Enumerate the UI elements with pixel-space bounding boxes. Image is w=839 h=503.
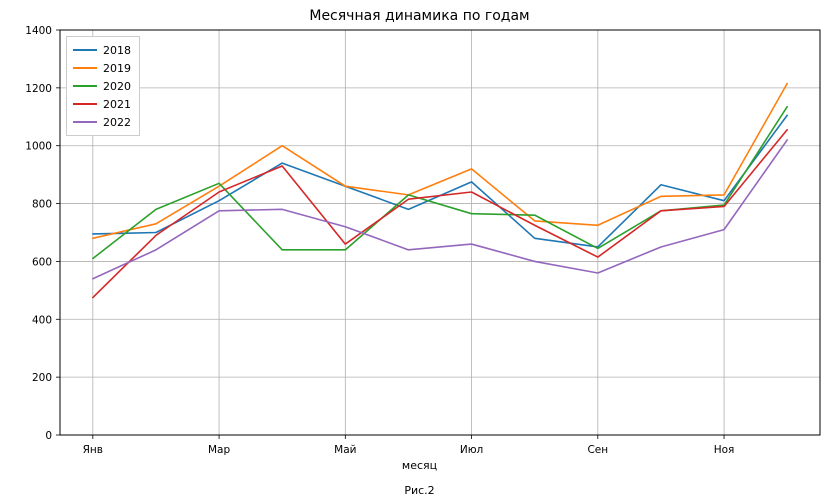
figure: Месячная динамика по годам 0200400600800… <box>0 0 839 503</box>
legend-swatch <box>73 121 97 123</box>
x-tick-label: Май <box>334 444 356 456</box>
legend-item-2022: 2022 <box>73 113 131 131</box>
x-tick-label: Янв <box>83 444 103 456</box>
x-tick-label: Сен <box>587 444 608 456</box>
legend-label: 2018 <box>103 44 131 57</box>
figure-caption: Рис.2 <box>0 484 839 497</box>
x-tick-label: Ноя <box>714 444 735 456</box>
legend-item-2019: 2019 <box>73 59 131 77</box>
legend-swatch <box>73 67 97 69</box>
legend-label: 2020 <box>103 80 131 93</box>
y-tick-label: 800 <box>32 199 52 211</box>
legend-label: 2021 <box>103 98 131 111</box>
legend-label: 2022 <box>103 116 131 129</box>
legend-swatch <box>73 103 97 105</box>
x-tick-label: Июл <box>460 444 483 456</box>
y-tick-label: 0 <box>45 430 52 442</box>
y-tick-label: 1000 <box>25 141 52 153</box>
x-axis-label: месяц <box>0 459 839 472</box>
x-tick-label: Мар <box>208 444 230 456</box>
y-tick-label: 1200 <box>25 83 52 95</box>
legend-item-2021: 2021 <box>73 95 131 113</box>
y-tick-label: 400 <box>32 314 52 326</box>
y-tick-label: 600 <box>32 256 52 268</box>
legend-item-2018: 2018 <box>73 41 131 59</box>
y-tick-label: 200 <box>32 372 52 384</box>
y-tick-label: 1400 <box>25 25 52 37</box>
legend-item-2020: 2020 <box>73 77 131 95</box>
legend: 2018 2019 2020 2021 2022 <box>66 36 140 136</box>
legend-swatch <box>73 85 97 87</box>
legend-swatch <box>73 49 97 51</box>
legend-label: 2019 <box>103 62 131 75</box>
